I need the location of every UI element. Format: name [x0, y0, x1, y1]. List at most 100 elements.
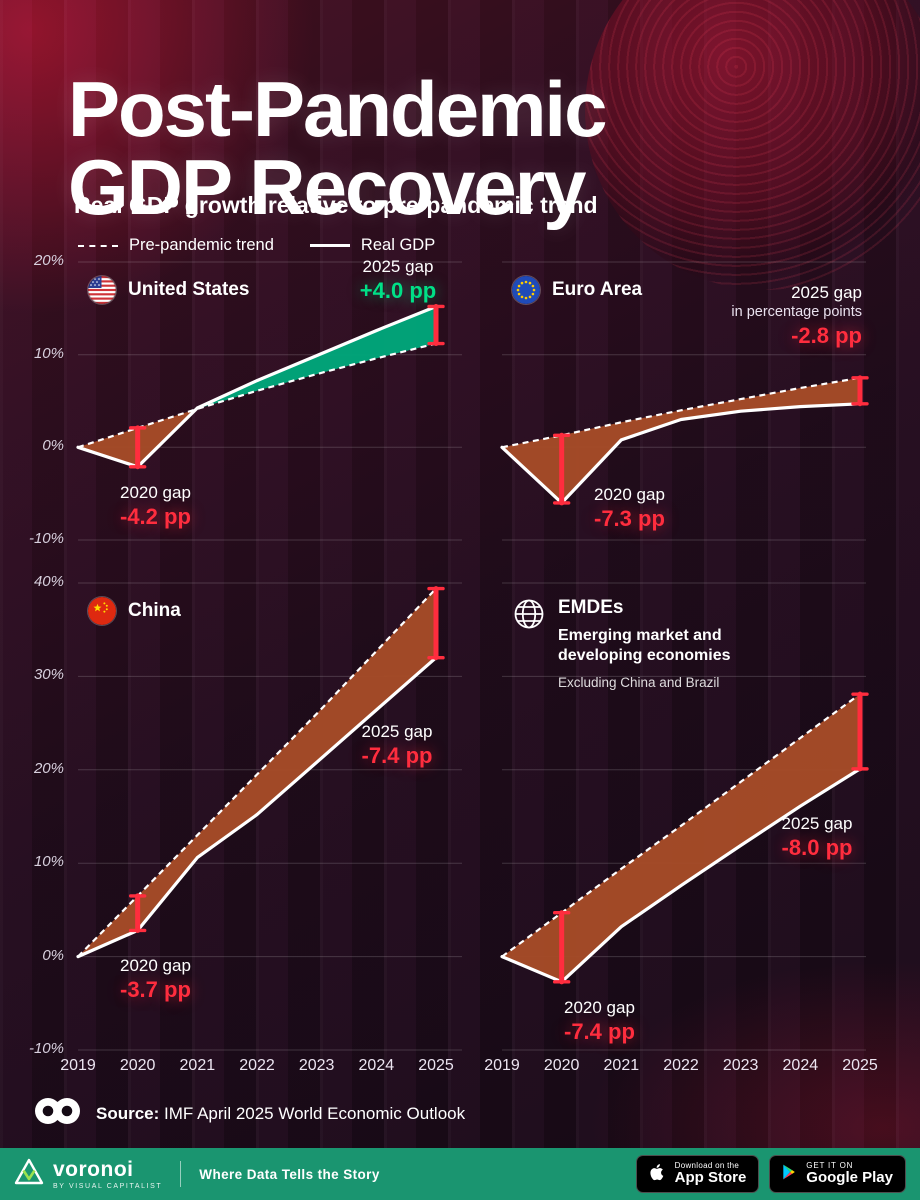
euro-gap-2025: 2025 gap in percentage points -2.8 pp	[662, 282, 862, 349]
x-tick-label: 2025	[418, 1057, 454, 1074]
china-gap-2025: 2025 gap -7.4 pp	[322, 721, 472, 769]
y-tick-label: 0%	[42, 946, 64, 964]
emdes-gap-2020: 2020 gap -7.4 pp	[564, 997, 635, 1045]
y-tick-label: 30%	[33, 666, 64, 684]
chart-united-states: United States 2025 gap +4.0 pp 2020 gap …	[76, 257, 462, 541]
us-gap-2020-value: -4.2 pp	[120, 504, 191, 529]
page-title: Post-Pandemic GDP Recovery	[68, 70, 607, 226]
google-play-logo-icon	[780, 1162, 798, 1187]
y-tick-label: 20%	[33, 759, 64, 777]
x-axis-left-column: 2019 2020 2021 2022 2023 2024 2025	[60, 1057, 454, 1079]
x-tick-label: 2019	[484, 1057, 520, 1074]
legend: Pre-pandemic trend Real GDP	[78, 236, 435, 255]
footer-divider	[180, 1161, 182, 1187]
us-chart-header: United States	[88, 276, 249, 304]
y-tick-label: -10%	[28, 530, 64, 547]
us-chart-plot	[76, 261, 462, 541]
x-tick-label: 2022	[239, 1057, 275, 1074]
globe-icon	[512, 597, 546, 631]
brand-name: voronoi	[53, 1157, 134, 1181]
x-tick-label: 2019	[60, 1057, 96, 1074]
chart-euro-area: Euro Area 2025 gap in percentage points …	[500, 261, 869, 541]
legend-trend-label: Pre-pandemic trend	[129, 236, 274, 254]
china-flag-icon	[88, 597, 116, 625]
euro-chart-header: Euro Area	[512, 276, 642, 304]
source-label: Source:	[96, 1103, 160, 1123]
google-play-badge[interactable]: GET IT ON Google Play	[769, 1155, 906, 1193]
emdes-chart-header: EMDEs Emerging market and developing eco…	[512, 597, 773, 690]
store-badges: Download on the App Store GET IT ON Goog…	[635, 1155, 906, 1193]
us-gap-2020: 2020 gap -4.2 pp	[120, 482, 191, 530]
apple-logo-icon	[647, 1160, 667, 1189]
x-tick-label: 2021	[603, 1057, 640, 1074]
euro-gap-2020-label: 2020 gap	[594, 485, 665, 504]
emdes-gap-2025-value: -8.0 pp	[781, 835, 853, 860]
us-gap-2025: 2025 gap +4.0 pp	[328, 256, 468, 304]
y-axis-top-row: 20% 10% 0% -10%	[0, 252, 72, 547]
gplay-top-text: GET IT ON	[806, 1160, 854, 1170]
footer-tagline: Where Data Tells the Story	[199, 1166, 380, 1182]
emdes-chart-note: Excluding China and Brazil	[558, 675, 720, 690]
x-tick-label: 2023	[298, 1057, 335, 1074]
globe-decoration	[585, 0, 920, 290]
emdes-gap-2025-label: 2025 gap	[781, 814, 853, 833]
appstore-bottom-text: App Store	[674, 1169, 747, 1187]
euro-gap-2025-label: 2025 gap	[791, 283, 862, 302]
source-value: IMF April 2025 World Economic Outlook	[164, 1103, 466, 1123]
y-tick-label: 10%	[33, 853, 64, 871]
chart-china: China 2025 gap -7.4 pp 2020 gap -3.7 pp	[76, 582, 462, 1051]
x-tick-label: 2020	[119, 1057, 156, 1074]
x-tick-label: 2020	[543, 1057, 580, 1074]
x-tick-label: 2025	[842, 1057, 878, 1074]
emdes-gap-2020-label: 2020 gap	[564, 998, 635, 1017]
appstore-top-text: Download on the	[674, 1160, 740, 1170]
y-tick-label: 0%	[42, 437, 64, 455]
emdes-gap-2020-value: -7.4 pp	[564, 1019, 635, 1044]
china-chart-title: China	[128, 600, 181, 621]
page-subtitle: Real GDP growth relative to pre-pandemic…	[74, 192, 598, 218]
china-gap-2020-value: -3.7 pp	[120, 977, 191, 1002]
us-gap-2025-value: +4.0 pp	[359, 278, 437, 303]
x-tick-label: 2024	[782, 1057, 819, 1074]
y-tick-label: 40%	[33, 573, 64, 590]
footer-bar: voronoi BY VISUAL CAPITALIST Where Data …	[0, 1148, 920, 1200]
emdes-chart-title: EMDEs	[558, 597, 624, 618]
china-gap-2025-value: -7.4 pp	[361, 743, 433, 768]
us-flag-icon	[88, 276, 116, 304]
x-tick-label: 2022	[663, 1057, 699, 1074]
china-chart-header: China	[88, 597, 181, 625]
source-row: Source: IMF April 2025 World Economic Ou…	[34, 1096, 465, 1131]
euro-gap-note: in percentage points	[731, 304, 862, 320]
source-text: Source: IMF April 2025 World Economic Ou…	[96, 1104, 465, 1124]
china-gap-2025-label: 2025 gap	[361, 722, 433, 741]
emdes-gap-2025: 2025 gap -8.0 pp	[742, 813, 892, 861]
gplay-bottom-text: Google Play	[806, 1169, 893, 1187]
title-line-2: GDP Recovery	[68, 143, 587, 232]
x-tick-label: 2023	[722, 1057, 759, 1074]
title-line-1: Post-Pandemic	[68, 65, 607, 154]
chart-emdes: EMDEs Emerging market and developing eco…	[500, 582, 869, 1051]
euro-gap-2020-value: -7.3 pp	[594, 506, 665, 531]
us-chart-title: United States	[128, 279, 250, 300]
china-gap-2020-label: 2020 gap	[120, 956, 191, 975]
y-axis-bottom-row: 40% 30% 20% 10% 0% -10%	[0, 573, 72, 1057]
euro-chart-title: Euro Area	[552, 279, 643, 300]
china-gap-2020: 2020 gap -3.7 pp	[120, 955, 191, 1003]
x-tick-label: 2024	[358, 1057, 395, 1074]
emdes-chart-subtitle: Emerging market and developing economies	[558, 627, 731, 664]
brand-subtitle: BY VISUAL CAPITALIST	[53, 1182, 163, 1190]
y-tick-label: 20%	[33, 252, 64, 269]
voronoi-brand: voronoi BY VISUAL CAPITALIST	[14, 1158, 162, 1191]
visual-capitalist-logo-icon	[34, 1096, 82, 1131]
china-chart-plot	[76, 582, 462, 1051]
euro-chart-plot	[500, 261, 869, 541]
eu-flag-icon	[512, 276, 540, 304]
x-axis-right-column: 2019 2020 2021 2022 2023 2024 2025	[484, 1057, 878, 1079]
app-store-badge[interactable]: Download on the App Store	[635, 1155, 760, 1193]
euro-gap-2020: 2020 gap -7.3 pp	[594, 484, 665, 532]
trend-line-sample-icon	[78, 244, 118, 247]
legend-real-label: Real GDP	[360, 236, 436, 254]
emdes-chart-plot	[500, 582, 869, 1051]
us-gap-2025-label: 2025 gap	[362, 257, 434, 276]
